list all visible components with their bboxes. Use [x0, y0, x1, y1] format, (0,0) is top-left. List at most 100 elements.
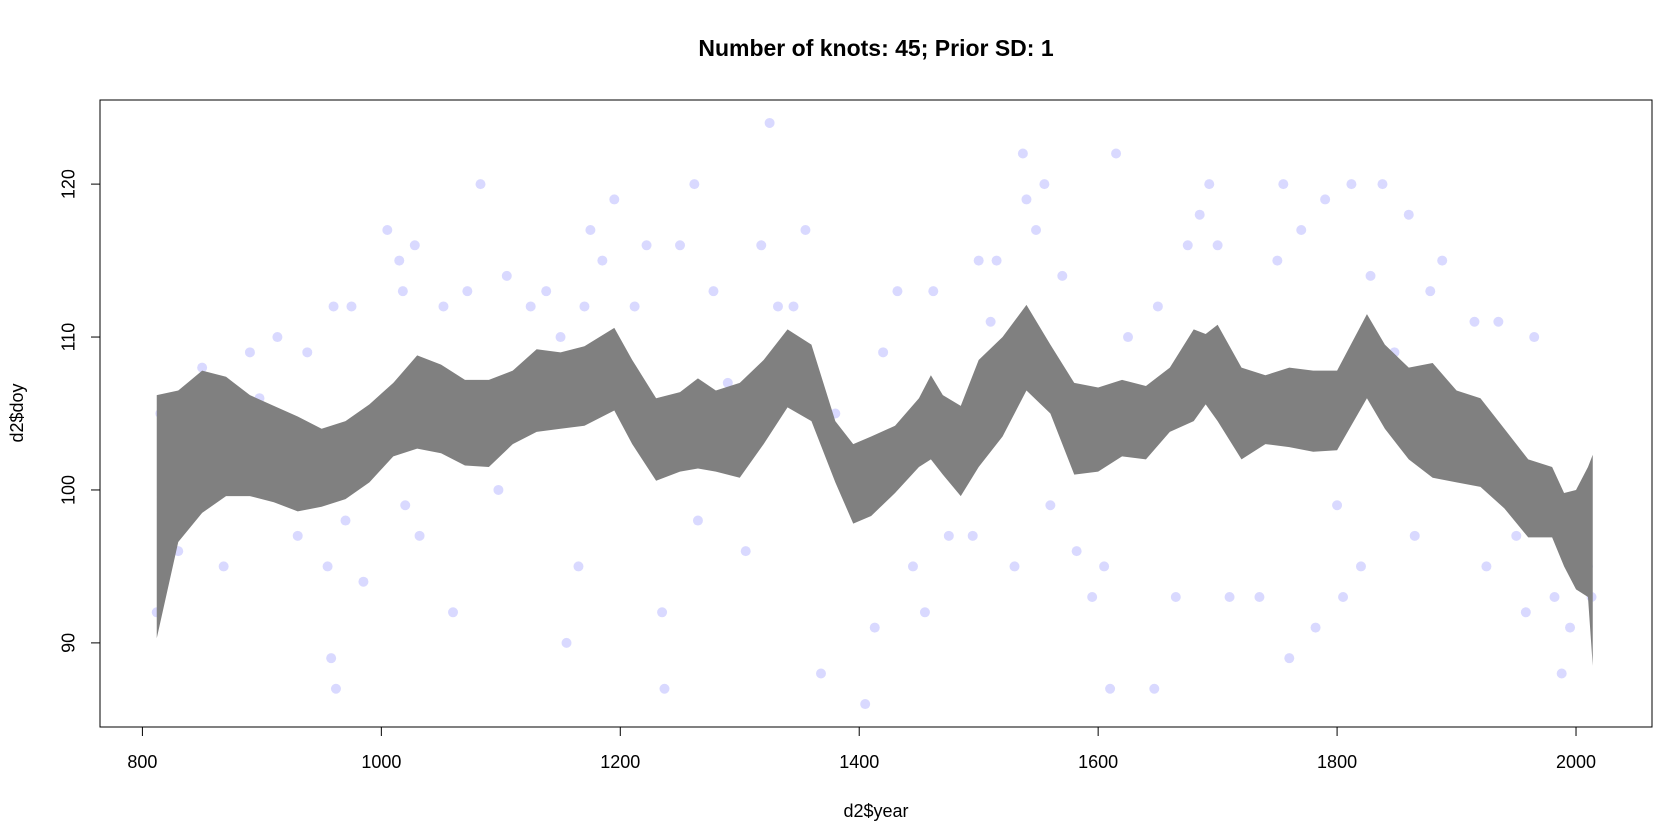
point — [397, 286, 408, 297]
point — [1403, 209, 1414, 220]
point — [1071, 546, 1082, 557]
point — [722, 377, 733, 388]
point — [1149, 683, 1160, 694]
point — [1511, 530, 1522, 541]
point — [657, 607, 668, 618]
point — [579, 301, 590, 312]
point — [860, 699, 871, 710]
point — [1437, 255, 1448, 266]
point — [561, 637, 572, 648]
y-tick-label: 100 — [59, 475, 79, 505]
point — [1017, 148, 1028, 159]
point — [1556, 668, 1567, 679]
point — [1365, 270, 1376, 281]
point — [1520, 607, 1531, 618]
point — [675, 240, 686, 251]
point — [878, 347, 889, 358]
point — [1355, 561, 1366, 572]
point — [1549, 592, 1560, 603]
point — [573, 561, 584, 572]
point — [322, 561, 333, 572]
point — [1272, 255, 1283, 266]
point — [197, 362, 208, 373]
chart-title: Number of knots: 45; Prior SD: 1 — [698, 35, 1053, 61]
point — [272, 332, 283, 343]
point — [1021, 194, 1032, 205]
point — [1009, 561, 1020, 572]
point — [394, 255, 405, 266]
point — [1087, 592, 1098, 603]
point — [689, 179, 700, 190]
y-axis-label: d2$doy — [7, 383, 27, 442]
point — [328, 301, 339, 312]
point — [541, 286, 552, 297]
point — [1565, 622, 1576, 633]
point — [409, 240, 420, 251]
point — [1212, 240, 1223, 251]
point — [1332, 500, 1343, 511]
x-tick-label: 1400 — [839, 752, 879, 772]
point — [346, 301, 357, 312]
point — [928, 286, 939, 297]
point — [708, 286, 719, 297]
point — [358, 576, 369, 587]
point — [462, 286, 473, 297]
y-tick-label: 90 — [59, 633, 79, 653]
point — [800, 224, 811, 235]
point — [815, 668, 826, 679]
point — [438, 301, 449, 312]
x-tick-label: 1000 — [361, 752, 401, 772]
point — [641, 240, 652, 251]
point — [659, 683, 670, 694]
point — [1284, 653, 1295, 664]
y-tick-label: 110 — [59, 323, 79, 352]
point — [1194, 209, 1205, 220]
point — [330, 683, 341, 694]
point — [501, 270, 512, 281]
point — [967, 530, 978, 541]
point — [609, 194, 620, 205]
point — [475, 179, 486, 190]
x-tick-label: 800 — [127, 752, 157, 772]
point — [1031, 224, 1042, 235]
x-tick-label: 1600 — [1078, 752, 1118, 772]
point — [892, 286, 903, 297]
x-tick-label: 2000 — [1556, 752, 1596, 772]
point — [1254, 592, 1265, 603]
point — [1469, 316, 1480, 327]
point — [493, 484, 504, 495]
point — [764, 117, 775, 128]
point — [991, 255, 1002, 266]
point — [943, 530, 954, 541]
point — [1409, 530, 1420, 541]
point — [326, 653, 337, 664]
point — [1152, 301, 1163, 312]
point — [555, 332, 566, 343]
point — [218, 561, 229, 572]
point — [525, 301, 536, 312]
point — [1111, 148, 1122, 159]
point — [869, 622, 880, 633]
credible-band — [156, 304, 1593, 666]
y-tick-label: 120 — [59, 169, 79, 199]
point — [1123, 332, 1134, 343]
point — [1310, 622, 1321, 633]
point — [1346, 179, 1357, 190]
point — [1320, 194, 1331, 205]
point — [400, 500, 411, 511]
point — [1338, 592, 1349, 603]
point — [772, 301, 783, 312]
point — [597, 255, 608, 266]
point — [740, 546, 751, 557]
point — [629, 301, 640, 312]
point — [414, 530, 425, 541]
point — [973, 255, 984, 266]
point — [1170, 592, 1181, 603]
plot-area — [151, 117, 1597, 710]
point — [1377, 179, 1388, 190]
point — [1224, 592, 1235, 603]
point — [1529, 332, 1540, 343]
point — [1296, 224, 1307, 235]
point — [1057, 270, 1068, 281]
